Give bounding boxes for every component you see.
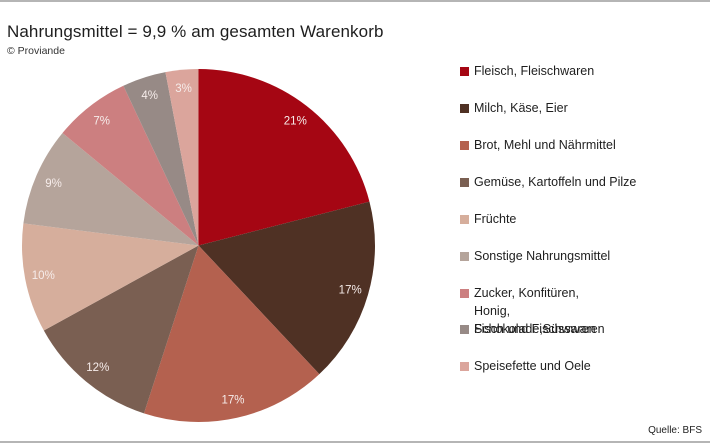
legend-label: Milch, Käse, Eier [474,101,568,115]
pie-slice[interactable] [62,85,199,246]
pie-slice[interactable] [198,69,370,246]
top-border [0,0,710,2]
legend-swatch [460,252,469,261]
legend-item-fisch[interactable]: Fisch und Fischwaren [460,322,596,338]
slice-percent-label: 7% [93,116,110,128]
bottom-border [0,441,710,443]
pie-slice[interactable] [165,69,199,246]
legend-item-fruechte[interactable]: Früchte [460,212,516,228]
slice-percent-label: 4% [141,90,158,102]
pie-slice[interactable] [23,132,199,246]
legend-item-brot[interactable]: Brot, Mehl und Nährmittel [460,138,616,154]
pie-slices [21,69,375,422]
legend-label: Früchte [474,212,517,226]
legend-label: Speisefette und Oele [474,359,591,373]
legend-swatch [460,67,469,76]
slice-percent-label: 21% [284,116,307,128]
legend-swatch [460,104,469,113]
legend-item-fleisch[interactable]: Fleisch, Fleischwaren [460,64,594,80]
pie-slice-labels: 21% 17% 17% 12% 10% 9% 7% 4% 3% [32,83,362,407]
slice-percent-label: 12% [86,362,109,374]
slice-percent-label: 3% [175,83,192,95]
legend-label: Gemüse, Kartoffeln und Pilze [474,175,637,189]
legend-swatch [460,325,469,334]
legend-swatch [460,362,469,371]
legend-item-sonstige[interactable]: Sonstige Nahrungsmittel [460,249,610,265]
legend-item-speisefette[interactable]: Speisefette und Oele [460,359,591,375]
pie-slice[interactable] [198,201,375,375]
slice-percent-label: 17% [221,395,244,407]
legend-label: Sonstige Nahrungsmittel [474,249,611,263]
slice-percent-label: 17% [339,285,362,297]
legend-label: Zucker, Konfitüren, Honig, Schokolade,Sü… [474,286,605,336]
legend-swatch [460,141,469,150]
slice-percent-label: 9% [45,178,62,190]
legend-label: Brot, Mehl und Nährmittel [474,138,616,152]
legend-label: Fisch und Fischwaren [474,322,596,336]
chart-title: Nahrungsmittel = 9,9 % am gesamten Waren… [7,22,384,41]
source-note: Quelle: BFS [648,425,702,436]
pie-slice[interactable] [143,245,320,422]
pie-slice[interactable] [123,72,199,246]
legend-swatch [460,178,469,187]
legend-swatch [460,289,469,298]
legend-swatch [460,215,469,224]
pie-slice[interactable] [21,223,199,331]
legend-item-zucker[interactable]: Zucker, Konfitüren, Honig, Schokolade,Sü… [460,286,605,338]
pie-slice[interactable] [43,245,199,414]
legend-item-milch[interactable]: Milch, Käse, Eier [460,101,568,117]
legend-item-gemuese[interactable]: Gemüse, Kartoffeln und Pilze [460,175,636,191]
chart-credit: © Proviande [7,45,65,57]
legend-label: Fleisch, Fleischwaren [474,64,595,78]
slice-percent-label: 10% [32,270,55,282]
